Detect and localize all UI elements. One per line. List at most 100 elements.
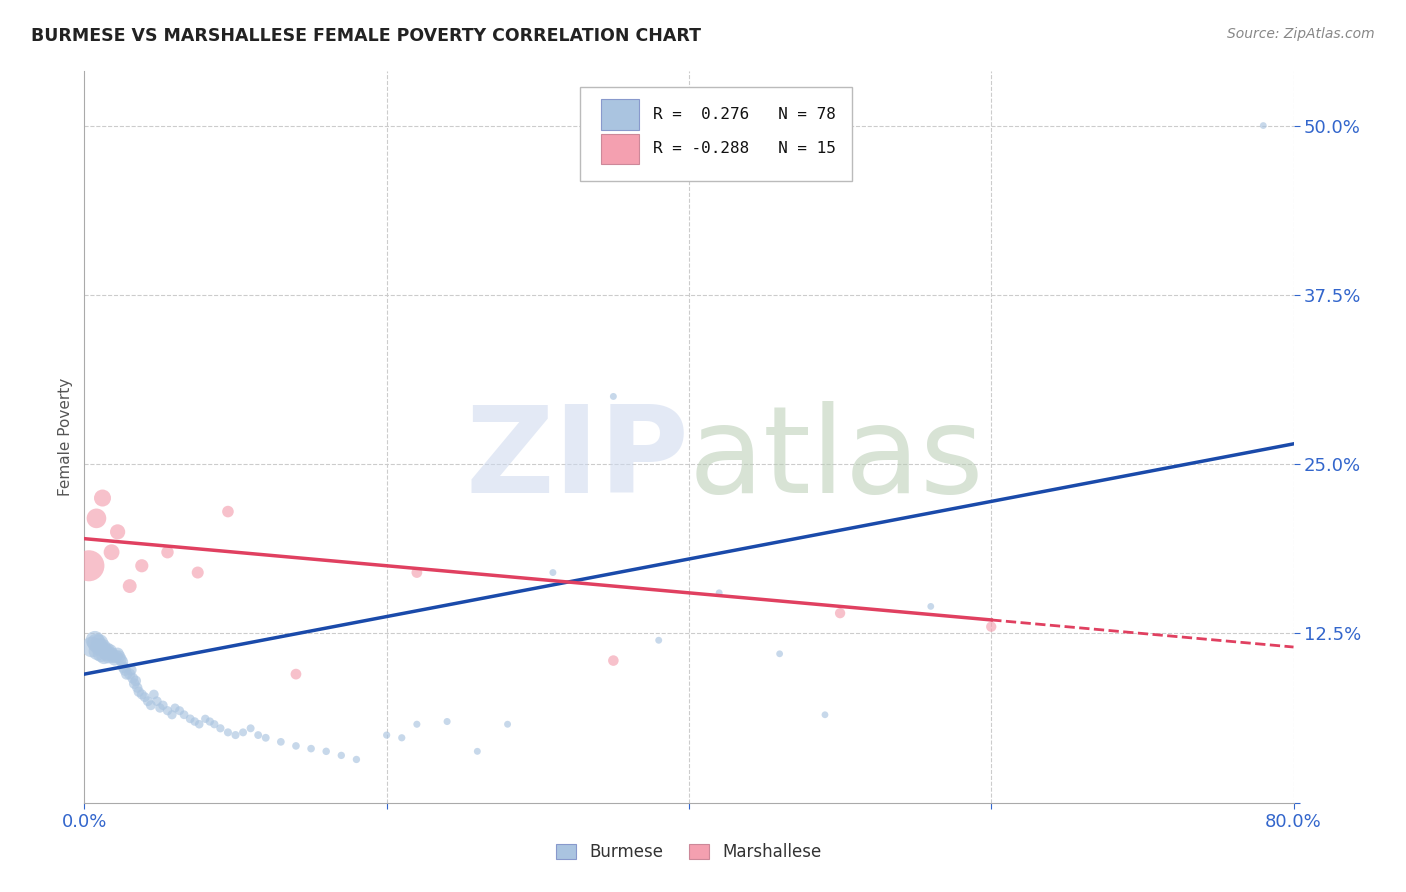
Point (112, 660, 135, 674)
Point (131, 558, 153, 573)
Point (96, 642, 118, 657)
Point (91, 640, 114, 654)
Point (346, 752, 368, 766)
Text: Source: ZipAtlas.com: Source: ZipAtlas.com (1227, 27, 1375, 41)
Point (152, 698, 174, 713)
Point (217, 725, 239, 739)
Point (90, 647, 112, 661)
Point (89, 640, 111, 654)
Point (98, 644, 121, 658)
Point (111, 655, 134, 669)
Point (830, 606, 852, 620)
Point (131, 688, 153, 702)
Point (299, 741, 322, 756)
Point (183, 714, 205, 729)
Point (285, 739, 308, 753)
Point (602, 654, 624, 668)
Point (1253, 119, 1275, 133)
Point (225, 728, 247, 742)
Point (128, 684, 150, 698)
Point (91, 491, 114, 505)
Point (142, 688, 165, 702)
Point (122, 676, 145, 690)
Y-axis label: Female Poverty: Female Poverty (58, 378, 73, 496)
Point (254, 731, 277, 745)
FancyBboxPatch shape (600, 99, 640, 130)
Point (108, 649, 131, 664)
Text: ZIP: ZIP (465, 401, 689, 517)
Point (96, 647, 118, 661)
Point (134, 690, 156, 705)
Point (217, 505, 239, 519)
Text: R =  0.276   N = 78: R = 0.276 N = 78 (652, 107, 835, 122)
Point (118, 579, 141, 593)
Point (77, 558, 100, 573)
Text: atlas: atlas (689, 401, 984, 517)
Point (188, 717, 211, 731)
Legend: Burmese, Marshallese: Burmese, Marshallese (550, 837, 828, 868)
Point (120, 663, 142, 677)
Point (160, 707, 183, 722)
Point (179, 712, 201, 726)
Point (541, 566, 564, 580)
Point (330, 748, 353, 763)
Point (121, 671, 143, 685)
Point (709, 586, 731, 600)
Point (105, 649, 128, 664)
Point (84, 633, 107, 648)
Text: BURMESE VS MARSHALLESE FEMALE POVERTY CORRELATION CHART: BURMESE VS MARSHALLESE FEMALE POVERTY CO… (31, 27, 702, 45)
Point (93, 649, 115, 664)
Point (406, 566, 429, 580)
Point (436, 714, 458, 729)
Point (114, 663, 136, 677)
Point (86, 511, 108, 525)
Point (87, 644, 110, 658)
Point (814, 707, 837, 722)
Point (920, 599, 942, 614)
Point (232, 725, 254, 739)
Point (136, 694, 159, 708)
Point (270, 735, 292, 749)
Point (118, 667, 141, 681)
Point (239, 721, 262, 735)
Point (375, 728, 398, 742)
Point (110, 652, 132, 666)
Point (107, 524, 129, 539)
Point (648, 633, 671, 648)
Point (107, 647, 129, 661)
Point (173, 707, 195, 722)
Point (496, 717, 519, 731)
Point (156, 545, 179, 559)
Point (247, 728, 270, 742)
Point (156, 704, 179, 718)
Point (139, 698, 162, 713)
Point (187, 566, 209, 580)
Point (194, 712, 217, 726)
Point (80, 640, 103, 654)
Point (980, 620, 1002, 634)
Point (86, 636, 108, 650)
Point (97, 649, 120, 664)
Point (101, 649, 124, 664)
Point (100, 647, 122, 661)
Point (94, 644, 117, 658)
FancyBboxPatch shape (600, 134, 640, 164)
Point (115, 667, 138, 681)
Point (104, 652, 127, 666)
Point (165, 701, 187, 715)
Point (406, 717, 429, 731)
Point (89, 636, 111, 650)
Point (769, 647, 792, 661)
Point (391, 731, 413, 745)
Point (285, 667, 308, 681)
Point (146, 694, 169, 708)
Point (467, 744, 489, 758)
Point (127, 681, 149, 695)
Point (198, 714, 221, 729)
Point (169, 704, 191, 718)
Point (315, 744, 337, 758)
Text: R = -0.288   N = 15: R = -0.288 N = 15 (652, 142, 835, 156)
Point (125, 673, 148, 688)
FancyBboxPatch shape (581, 87, 852, 181)
Point (602, 389, 624, 403)
